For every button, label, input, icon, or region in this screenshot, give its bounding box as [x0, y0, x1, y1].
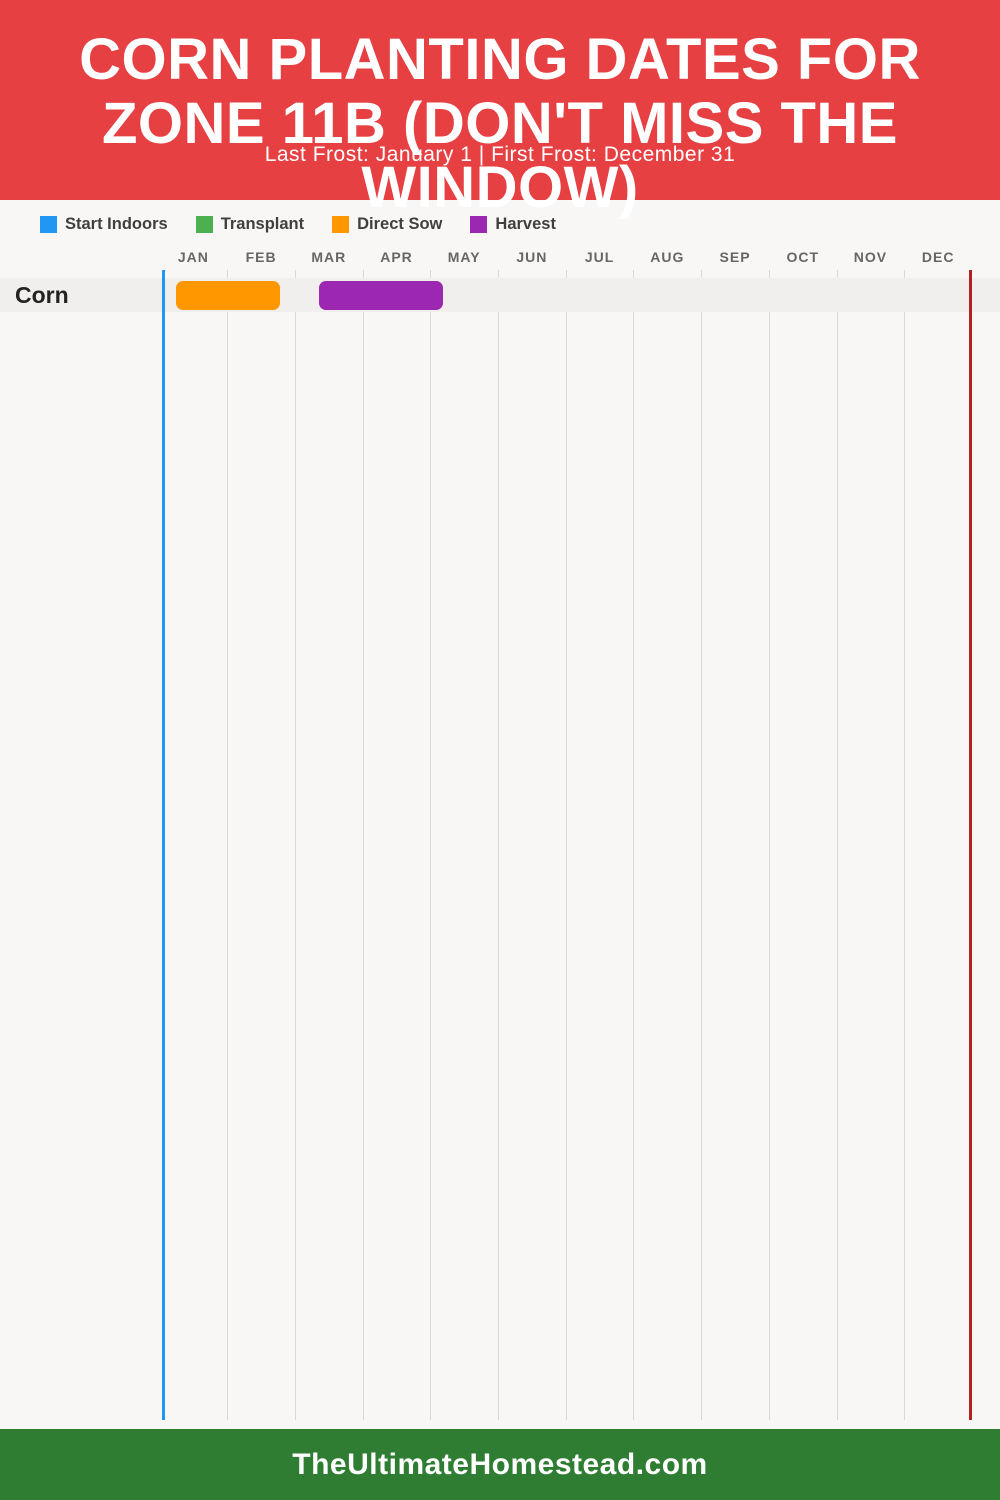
month-gridline — [904, 270, 906, 1420]
month-gridline — [227, 270, 229, 1420]
legend-item-direct-sow: Direct Sow — [332, 215, 442, 234]
month-label-oct: OCT — [786, 249, 820, 265]
month-label-apr: APR — [380, 249, 413, 265]
month-gridline — [836, 270, 838, 1420]
month-label-may: MAY — [447, 249, 481, 265]
legend-item-start-indoors: Start Indoors — [40, 215, 168, 234]
header-background — [0, 0, 1000, 200]
page-title-line: CORN PLANTING DATES FOR — [79, 27, 921, 92]
month-label-aug: AUG — [650, 249, 685, 265]
month-gridline — [430, 270, 432, 1420]
legend-label: Direct Sow — [357, 215, 443, 233]
month-label-jan: JAN — [177, 249, 209, 265]
crop-row — [0, 278, 1000, 312]
header-banner: CORN PLANTING DATES FOR ZONE 11B (DON'T … — [0, 0, 1000, 220]
month-gridline — [498, 270, 500, 1420]
footer-bar: TheUltimateHomestead.com — [0, 1429, 1000, 1500]
transplant-swatch-icon — [195, 216, 213, 233]
month-label-mar: MAR — [311, 249, 347, 265]
month-gridline — [768, 270, 770, 1420]
month-gridline — [565, 270, 567, 1420]
legend-label: Harvest — [495, 215, 556, 233]
month-gridline — [294, 270, 296, 1420]
last-frost-line — [162, 270, 166, 1420]
legend-label: Start Indoors — [65, 215, 168, 233]
harvest-swatch-icon — [470, 216, 488, 233]
harvest-bar — [318, 281, 444, 310]
first-frost-line — [969, 270, 973, 1420]
frost-dates-subtitle: Last Frost: January 1 | First Frost: Dec… — [264, 143, 736, 166]
month-gridline — [362, 270, 364, 1420]
month-label-nov: NOV — [853, 249, 888, 265]
legend-label: Transplant — [220, 215, 305, 233]
page-title-line: WINDOW) — [361, 155, 639, 220]
month-label-dec: DEC — [921, 249, 955, 265]
page-title: CORN PLANTING DATES FOR ZONE 11B (DON'T … — [0, 28, 1000, 220]
website-url: TheUltimateHomestead.com — [292, 1447, 708, 1481]
month-label-feb: FEB — [245, 249, 277, 265]
start-indoors-swatch-icon — [40, 216, 57, 233]
month-gridline — [701, 270, 703, 1420]
month-gridline — [633, 270, 635, 1420]
month-label-jul: JUL — [584, 249, 615, 265]
legend: Start Indoors Transplant Direct Sow Harv… — [40, 215, 556, 234]
direct-sow-swatch-icon — [332, 216, 350, 233]
direct-sow-bar — [176, 281, 281, 310]
crop-row-label: Corn — [15, 282, 69, 308]
legend-item-harvest: Harvest — [470, 215, 556, 234]
month-label-sep: SEP — [719, 249, 751, 265]
legend-item-transplant: Transplant — [195, 215, 305, 234]
page-title-line: ZONE 11B (DON'T MISS THE — [102, 91, 898, 156]
month-label-jun: JUN — [516, 249, 548, 265]
